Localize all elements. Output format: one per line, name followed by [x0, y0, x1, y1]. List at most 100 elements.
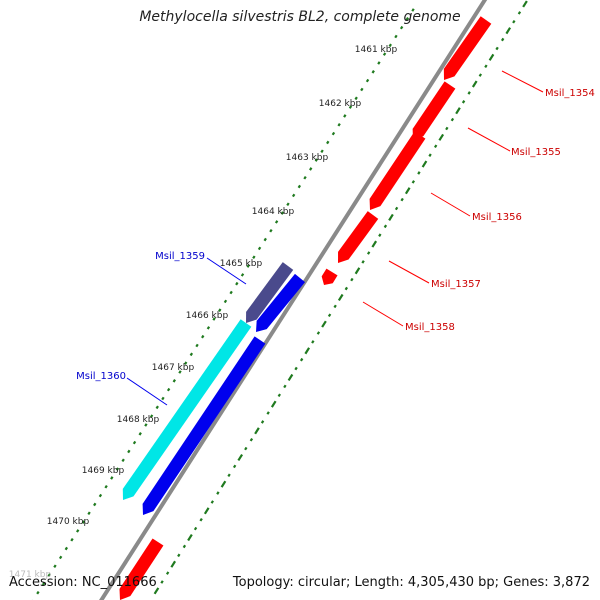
position-label: 1462 kbp: [319, 99, 362, 109]
tick-mark: [500, 37, 505, 42]
tick-mark: [404, 187, 411, 195]
tick-mark: [187, 533, 193, 542]
tick-mark: [166, 387, 171, 392]
tick-mark: [309, 167, 313, 171]
genome-summary-text: Topology: circular; Length: 4,305,430 bp…: [232, 575, 590, 590]
tick-mark: [471, 80, 478, 88]
tick-mark: [269, 228, 273, 233]
tick-mark: [227, 473, 231, 478]
tick-mark: [326, 140, 330, 145]
tick-mark: [411, 8, 415, 12]
label-connector: [388, 260, 430, 284]
tick-mark: [41, 582, 46, 586]
position-label: 1468 kbp: [117, 415, 160, 425]
tick-mark: [237, 453, 244, 462]
tick-mark: [195, 343, 199, 348]
tick-mark: [87, 511, 91, 516]
tick-mark: [153, 587, 160, 595]
tick-mark: [244, 446, 248, 451]
tick-mark: [47, 573, 51, 577]
tick-mark: [144, 423, 148, 427]
tick-mark: [314, 158, 319, 162]
tick-mark: [121, 458, 125, 463]
position-label: 1463 kbp: [286, 153, 329, 163]
position-label: 1466 kbp: [186, 311, 229, 321]
tick-mark: [445, 126, 449, 131]
tick-mark: [417, 171, 421, 175]
label-connector: [501, 70, 544, 93]
tick-mark: [182, 544, 187, 549]
label-connector: [206, 257, 247, 285]
tick-mark: [438, 133, 445, 141]
tick-mark: [517, 11, 522, 15]
tick-mark: [488, 53, 495, 61]
tick-mark: [274, 220, 279, 224]
tick-mark: [53, 564, 57, 568]
tick-mark: [383, 224, 388, 229]
tick-mark: [240, 273, 245, 277]
tick-mark: [320, 149, 324, 154]
tick-mark: [405, 17, 409, 21]
tick-mark: [350, 277, 354, 282]
tick-mark: [287, 373, 294, 382]
tick-mark: [138, 432, 142, 436]
tick-mark: [311, 340, 315, 344]
position-label: 1470 kbp: [47, 517, 90, 527]
tick-mark: [246, 264, 250, 268]
tick-mark: [291, 193, 296, 198]
tick-mark: [365, 78, 370, 83]
tick-mark: [283, 384, 287, 389]
tick-mark: [104, 484, 108, 489]
tick-mark: [220, 480, 227, 488]
forward-gene-label: Msil_1357: [431, 279, 481, 290]
tick-mark: [400, 197, 404, 202]
forward-gene-label: Msil_1358: [405, 322, 455, 333]
tick-mark: [193, 526, 198, 531]
tick-mark: [411, 180, 415, 184]
position-label: 1464 kbp: [252, 207, 295, 217]
tick-mark: [161, 396, 165, 401]
tick-mark: [371, 240, 378, 248]
tick-mark: [333, 304, 337, 309]
tick-mark: [450, 117, 455, 122]
tick-mark: [270, 400, 277, 408]
tick-mark: [277, 393, 281, 398]
tick-mark: [286, 202, 290, 207]
accession-text: Accession: NC_011666: [9, 575, 157, 590]
forward-gene-arrow: [369, 131, 426, 210]
label-connector: [430, 192, 471, 217]
tick-mark: [254, 427, 260, 435]
tick-mark: [76, 529, 80, 533]
tick-mark: [178, 370, 182, 374]
reverse-gene-label: Msil_1360: [76, 371, 126, 382]
reverse-gene-arrow: [256, 273, 306, 332]
tick-mark: [455, 107, 461, 115]
label-connector: [362, 301, 404, 327]
tick-mark: [70, 537, 74, 542]
tick-mark: [165, 571, 170, 575]
tick-mark: [294, 366, 298, 371]
tick-mark: [235, 281, 239, 286]
tick-mark: [155, 405, 159, 410]
tick-mark: [495, 46, 499, 51]
tick-mark: [177, 553, 181, 558]
forward-gene-arrow: [338, 211, 379, 263]
tick-mark: [378, 233, 382, 237]
tick-mark: [478, 73, 483, 77]
tick-mark: [371, 70, 375, 74]
tick-mark: [115, 467, 120, 471]
tick-mark: [382, 52, 387, 56]
forward-gene-arrow: [443, 16, 492, 80]
position-label: 1467 kbp: [152, 363, 195, 373]
tick-mark: [505, 27, 512, 35]
tick-mark: [212, 317, 216, 321]
tick-mark: [232, 464, 237, 469]
label-connector: [467, 127, 511, 152]
tick-mark: [127, 449, 131, 454]
tick-mark: [337, 293, 344, 301]
tick-mark: [132, 440, 137, 445]
tick-mark: [218, 308, 222, 312]
tick-mark: [260, 420, 265, 424]
